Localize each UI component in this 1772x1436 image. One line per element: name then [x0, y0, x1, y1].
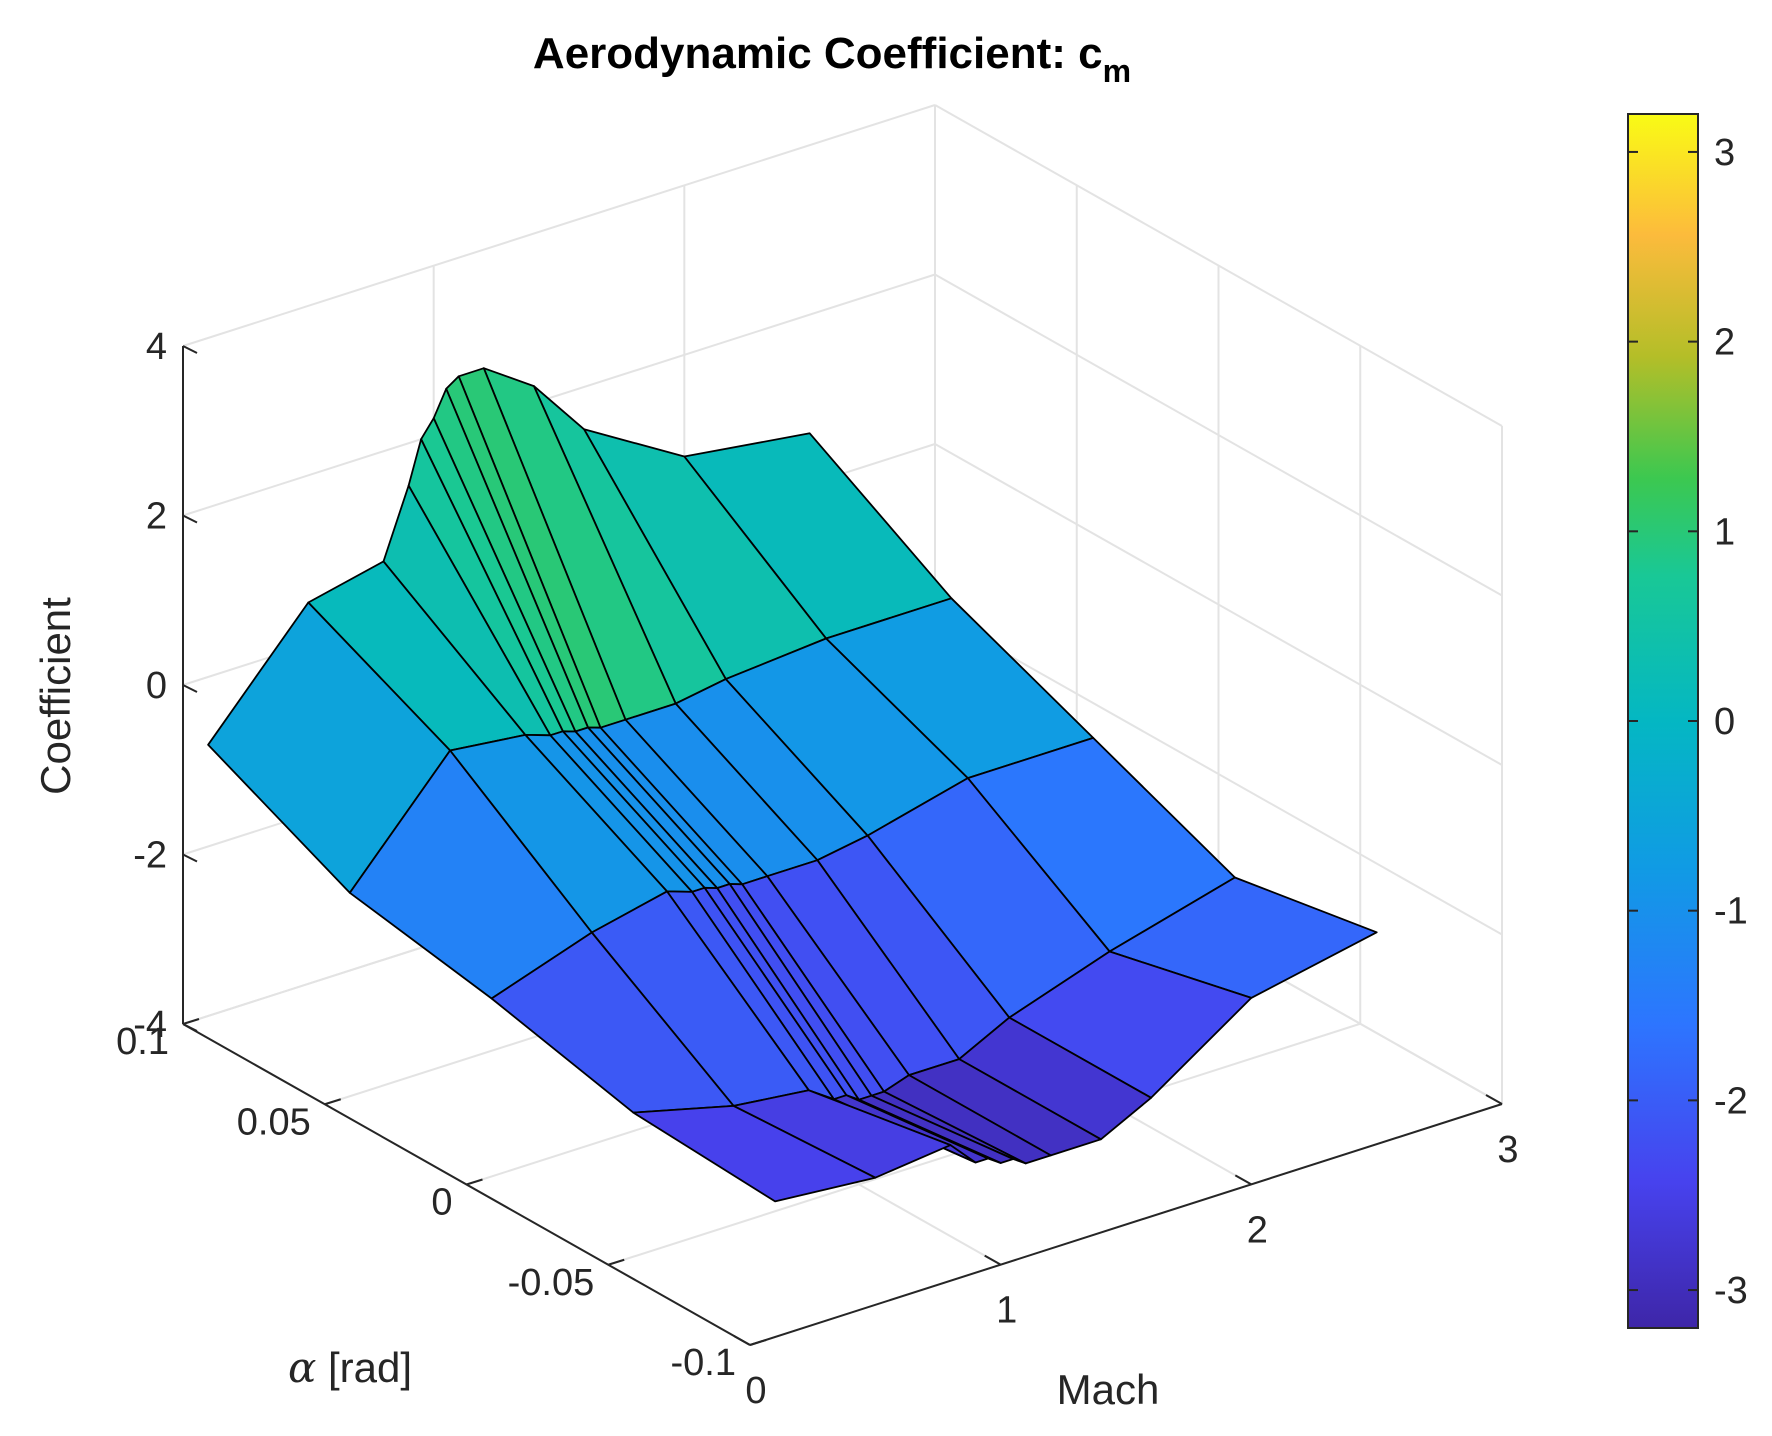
tick-label-layer: 0 1 2 3 -0.1 -0.05 0 0.05 0.1-4 -2 0 2 4: [116, 326, 1518, 1412]
chart-title-main: Aerodynamic Coefficient: c: [533, 29, 1103, 78]
colorbar-tick-label: 0: [1714, 701, 1735, 743]
y-tick-label: -0.1: [671, 1342, 736, 1384]
z-tick-mark: [182, 853, 198, 863]
colorbar: -3 -2 -1 0 1 2 3: [1627, 113, 1748, 1329]
z-tick-mark: [182, 684, 198, 693]
x-tick-mark: [1485, 1094, 1503, 1105]
ylabel-unit: [rad]: [316, 1344, 412, 1391]
x-tick-label: 0: [745, 1370, 766, 1412]
y-tick-label: -0.05: [508, 1262, 595, 1304]
z-tick-mark: [182, 1023, 198, 1032]
colorbar-tick-label: 1: [1714, 511, 1735, 553]
y-tick-mark: [324, 1098, 342, 1106]
x-tick-label: 3: [1497, 1129, 1518, 1171]
zlabel: Coefficient: [32, 597, 79, 795]
y-tick-label: 0.05: [237, 1101, 311, 1143]
surface-layer: [207, 367, 1378, 1203]
z-tick-mark: [182, 345, 198, 354]
y-tick-mark: [182, 1018, 200, 1025]
grid-line-z-backwall-a: [182, 104, 936, 347]
x-tick-label: 1: [996, 1290, 1017, 1332]
ylabel: α [rad]: [288, 1343, 412, 1392]
y-tick-mark: [749, 1339, 767, 1346]
z-tick-label: 0: [146, 665, 167, 707]
colorbar-tick-label: -3: [1714, 1270, 1748, 1312]
x-tick-label: 2: [1247, 1209, 1268, 1251]
chart-title-subscript: m: [1103, 53, 1131, 89]
colorbar-tick-label: 3: [1714, 132, 1735, 174]
z-tick-mark: [182, 514, 198, 524]
x-axis-line: [749, 1103, 1503, 1346]
z-tick-label: 4: [146, 326, 167, 368]
y-tick-mark: [607, 1258, 625, 1266]
surface-patch: [632, 1105, 877, 1203]
colorbar-tick-label: 2: [1714, 322, 1735, 364]
x-tick-mark: [984, 1254, 1002, 1266]
colorbar-ticks: -3 -2 -1 0 1 2 3: [1628, 132, 1748, 1312]
z-tick-label: -2: [133, 835, 167, 877]
y-tick-label: 0: [431, 1182, 452, 1224]
colorbar-gradient: [1627, 113, 1699, 1329]
ylabel-symbol: α: [288, 1343, 316, 1392]
grid-line-z-backwall-a: [182, 273, 936, 517]
colorbar-tick-label: -2: [1714, 1080, 1748, 1122]
y-tick-label: 0.1: [116, 1021, 169, 1063]
colorbar-tick-label: -1: [1714, 891, 1748, 933]
z-tick-label: -4: [133, 1004, 167, 1046]
axis-layer: [182, 345, 1503, 1346]
chart-title: Aerodynamic Coefficient: cm: [533, 29, 1131, 89]
x-tick-mark: [1234, 1174, 1252, 1186]
xlabel: Mach: [1057, 1366, 1160, 1413]
y-tick-mark: [466, 1178, 483, 1186]
z-tick-label: 2: [146, 496, 167, 538]
x-tick-mark: [733, 1335, 751, 1346]
